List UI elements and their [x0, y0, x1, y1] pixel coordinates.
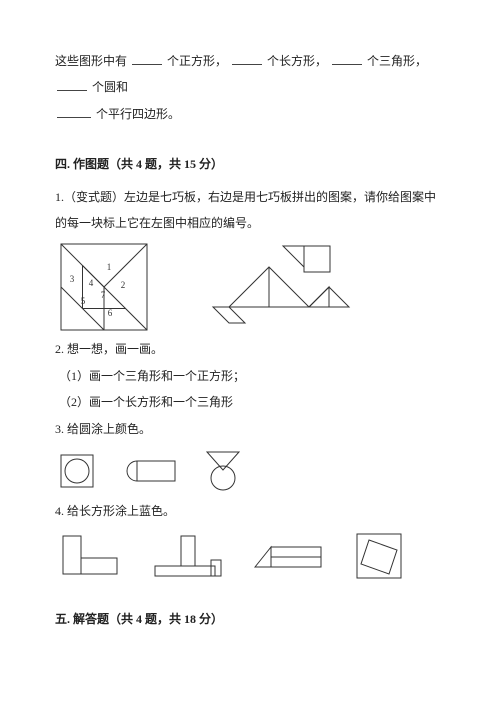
blank-circle[interactable] [57, 78, 87, 91]
q2a-text: （1）画一个三角形和一个正方形； [59, 363, 445, 389]
tangram-label-5: 5 [81, 296, 86, 306]
q4-text: 4. 给长方形涂上蓝色。 [55, 498, 445, 524]
page: 这些图形中有 个正方形， 个长方形， 个三角形， 个圆和 个平行四边形。 四. … [0, 0, 500, 669]
q4-fig2 [151, 532, 229, 580]
intro-line2: 个平行四边形。 [55, 101, 445, 127]
tangram-label-6: 6 [108, 308, 113, 318]
q4-fig4 [353, 530, 405, 582]
tangram-square: 1 2 3 4 5 6 7 [59, 242, 149, 332]
q4-fig3 [251, 537, 331, 575]
intro-line1: 这些图形中有 个正方形， 个长方形， 个三角形， 个圆和 [55, 48, 445, 101]
blank-para[interactable] [57, 105, 91, 118]
q1-text: 1.（变式题）左边是七巧板，右边是用七巧板拼出的图案，请你给图案中的每一块标上它… [55, 184, 445, 237]
q3-fig2 [123, 451, 183, 491]
section-4-title: 四. 作图题（共 4 题，共 15 分） [55, 151, 445, 177]
q3-text: 3. 给圆涂上颜色。 [55, 416, 445, 442]
tangram-label-7: 7 [101, 290, 106, 300]
blank-square[interactable] [132, 52, 162, 65]
blank-rect[interactable] [232, 52, 262, 65]
intro-m1: 个正方形， [167, 54, 227, 68]
tangram-label-4: 4 [89, 278, 94, 288]
section-5-title: 五. 解答题（共 4 题，共 18 分） [55, 606, 445, 632]
blank-tri[interactable] [332, 52, 362, 65]
intro-end: 个圆和 [92, 80, 128, 94]
intro-l2-end: 个平行四边形。 [96, 107, 180, 121]
tangram-label-2: 2 [121, 280, 126, 290]
tangram-label-3: 3 [70, 274, 75, 284]
intro-m2: 个长方形， [267, 54, 327, 68]
q3-figures [59, 448, 445, 494]
tangram-label-1: 1 [107, 262, 112, 272]
q3-fig3 [201, 448, 245, 494]
tangram-animal [209, 242, 359, 332]
intro-pre: 这些图形中有 [55, 54, 127, 68]
q4-figures [59, 530, 445, 582]
intro-m3: 个三角形， [367, 54, 427, 68]
q4-fig1 [59, 532, 129, 580]
q1-figures: 1 2 3 4 5 6 7 [59, 242, 445, 332]
q2b-text: （2）画一个长方形和一个三角形 [59, 389, 445, 415]
q2-text: 2. 想一想，画一画。 [55, 336, 445, 362]
q3-fig1 [59, 451, 105, 491]
